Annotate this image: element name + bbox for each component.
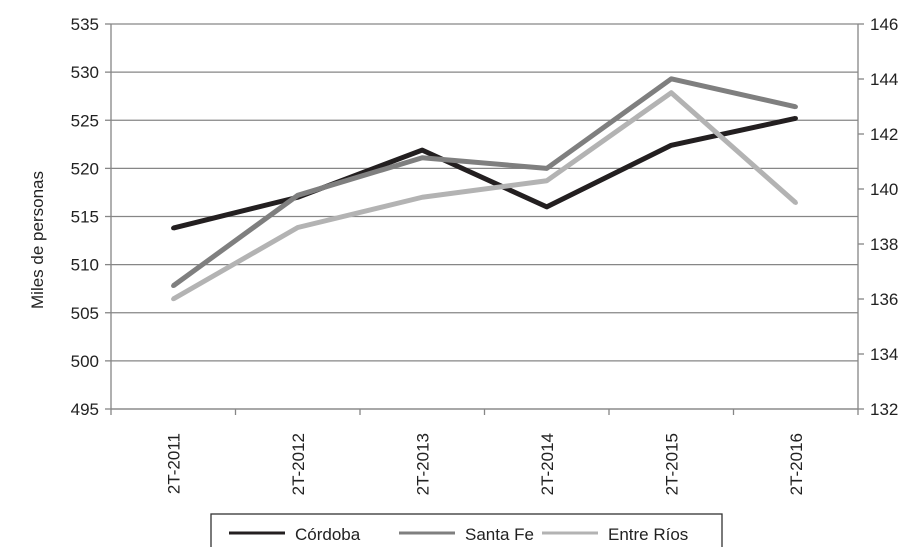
right-tick-label: 138 (870, 235, 898, 254)
data-point (420, 147, 425, 153)
legend-label: Córdoba (295, 525, 361, 544)
data-point (420, 195, 425, 200)
left-tick-label: 525 (71, 111, 99, 130)
data-point (793, 200, 798, 205)
x-tick-label: 2T-2014 (538, 433, 557, 495)
x-axis: 2T-2011 2T-2012 2T-2013 2T-2014 2T-2015 2T-20… (110, 409, 859, 495)
right-tick-label: 142 (870, 125, 898, 144)
x-tick-label: 2T-2015 (662, 433, 681, 495)
left-tick-label: 530 (71, 63, 99, 82)
right-axis: 132 134 136 138 140 142 144 146 (858, 15, 898, 419)
data-point (171, 296, 176, 302)
x-tick-label: 2T-2016 (787, 433, 806, 495)
left-tick-label: 510 (71, 256, 99, 275)
data-point (669, 90, 674, 95)
series-line-c-rdoba (172, 115, 797, 231)
right-tick-label: 134 (870, 345, 898, 364)
legend: Córdoba Santa Fe Entre Ríos (210, 513, 723, 547)
left-tick-label: 520 (71, 159, 99, 178)
series-lines (171, 76, 798, 302)
x-tick-label: 2T-2013 (413, 433, 432, 495)
right-tick-label: 132 (870, 400, 898, 419)
data-point (420, 155, 425, 160)
y-axis-title: Miles de personas (28, 171, 47, 309)
data-point (793, 104, 798, 109)
data-point (171, 225, 176, 231)
data-point (295, 193, 300, 198)
data-point (544, 178, 549, 183)
right-tick-label: 140 (870, 180, 898, 199)
right-tick-label: 136 (870, 290, 898, 309)
x-tick-label: 2T-2011 (164, 433, 183, 494)
legend-label: Santa Fe (465, 525, 534, 544)
data-point (171, 283, 176, 288)
series-line-entre-r-os (172, 90, 798, 302)
left-tick-label: 505 (71, 304, 99, 323)
legend-label: Entre Ríos (608, 525, 688, 544)
data-point (295, 225, 300, 230)
left-tick-label: 515 (71, 208, 99, 227)
right-tick-label: 146 (870, 15, 898, 34)
series-line-santa-fe (171, 76, 797, 288)
left-tick-label: 535 (71, 15, 99, 34)
data-point (793, 116, 798, 121)
legend-box (210, 513, 723, 547)
left-tick-label: 495 (71, 400, 99, 419)
x-tick-label: 2T-2012 (289, 433, 308, 495)
left-axis: 495 500 505 510 515 520 525 530 535 (71, 15, 111, 419)
data-point (669, 76, 674, 82)
right-tick-label: 144 (870, 70, 898, 89)
data-point (544, 204, 549, 210)
left-tick-label: 500 (71, 352, 99, 371)
data-point (669, 143, 674, 148)
data-point (544, 166, 549, 171)
